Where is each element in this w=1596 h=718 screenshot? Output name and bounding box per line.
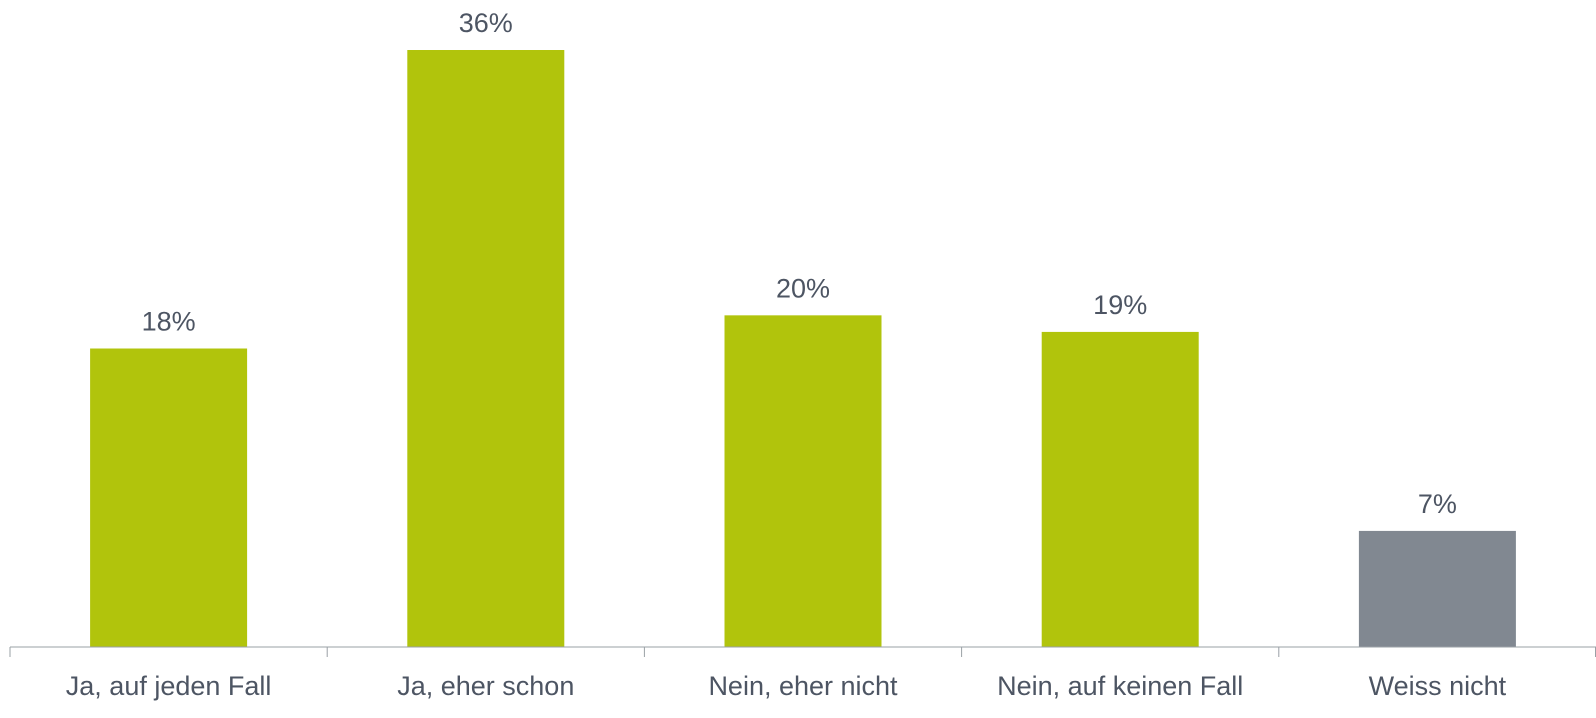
data-label-1: 18% (142, 307, 196, 337)
x-tick-label-2: Ja, eher schon (397, 671, 574, 701)
data-label-2: 36% (459, 8, 513, 38)
bar-2 (407, 50, 565, 647)
x-tick-label-3: Nein, eher nicht (708, 671, 898, 701)
bar-5 (1358, 530, 1516, 647)
x-tick-label-4: Nein, auf keinen Fall (997, 671, 1243, 701)
x-tick-label-5: Weiss nicht (1369, 671, 1507, 701)
data-label-3: 20% (776, 273, 830, 303)
x-tick-labels: Ja, auf jeden Fall Ja, eher schon Nein, eh… (66, 671, 1507, 701)
bar-4 (1041, 331, 1199, 647)
data-label-4: 19% (1093, 290, 1147, 320)
bars-layer (90, 50, 1516, 647)
bar-3 (724, 315, 882, 647)
bar-1 (90, 348, 248, 647)
value-labels-layer: 18% 36% 20% 19% 7% (142, 8, 1457, 519)
x-tick-label-1: Ja, auf jeden Fall (66, 671, 272, 701)
x-axis (9, 646, 1596, 657)
data-label-5: 7% (1418, 489, 1457, 519)
